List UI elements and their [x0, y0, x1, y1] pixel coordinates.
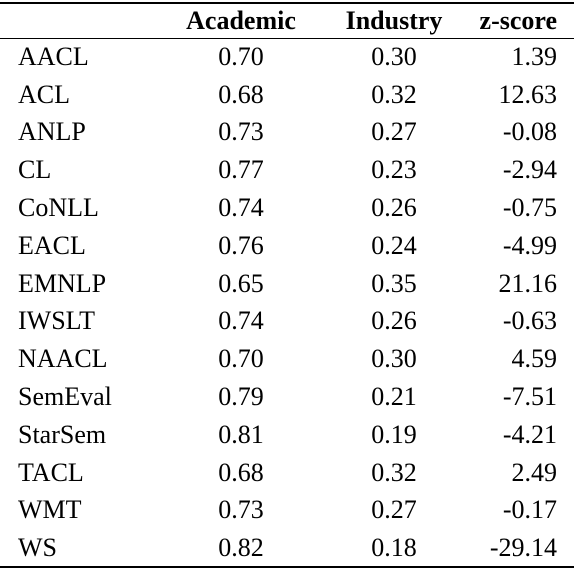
venue-cell: ANLP: [18, 117, 86, 147]
academic-cell: 0.81: [218, 419, 264, 449]
industry-cell: 0.32: [371, 457, 417, 487]
header-zscore: z-score: [474, 2, 574, 39]
academic-cell: 0.70: [218, 42, 264, 72]
academic-cell: 0.77: [218, 155, 264, 185]
zscore-cell: -0.17: [502, 495, 557, 525]
industry-cell: 0.23: [371, 155, 417, 185]
table-row: AACL 0.70 0.30 1.39: [0, 38, 574, 76]
academic-cell: 0.68: [218, 457, 264, 487]
header-row: Academic Industry z-score: [0, 2, 574, 39]
industry-cell: 0.32: [371, 79, 417, 109]
zscore-cell: -2.94: [502, 155, 557, 185]
table-row: CoNLL 0.74 0.26 -0.75: [0, 189, 574, 227]
academic-cell: 0.82: [168, 529, 314, 569]
academic-cell: 0.74: [218, 193, 264, 223]
academic-cell: 0.65: [218, 268, 264, 298]
venue-cell: IWSLT: [18, 306, 96, 336]
zscore-cell: 12.63: [498, 79, 558, 109]
industry-cell: 0.21: [371, 382, 417, 412]
table-row: EMNLP 0.65 0.35 21.16: [0, 265, 574, 303]
zscore-cell: 21.16: [498, 268, 558, 298]
zscore-cell: -29.14: [474, 529, 574, 569]
venue-cell: EACL: [18, 230, 86, 260]
industry-cell: 0.26: [371, 193, 417, 223]
venue-cell: StarSem: [18, 419, 107, 449]
zscore-cell: 1.39: [511, 42, 558, 72]
zscore-cell: 4.59: [511, 344, 558, 374]
academic-cell: 0.70: [218, 344, 264, 374]
table-row: WMT 0.73 0.27 -0.17: [0, 492, 574, 530]
table-row: ANLP 0.73 0.27 -0.08: [0, 114, 574, 152]
venue-cell: CL: [18, 155, 52, 185]
venue-cell: WS: [0, 529, 168, 569]
zscore-cell: -4.21: [502, 419, 557, 449]
venue-cell: CoNLL: [18, 193, 99, 223]
table-row: ACL 0.68 0.32 12.63: [0, 76, 574, 114]
academic-cell: 0.74: [218, 306, 264, 336]
academic-cell: 0.73: [218, 117, 264, 147]
industry-cell: 0.35: [371, 268, 417, 298]
industry-cell: 0.18: [314, 529, 474, 569]
industry-cell: 0.27: [371, 495, 417, 525]
venue-cell: EMNLP: [18, 268, 107, 298]
academic-cell: 0.79: [218, 382, 264, 412]
table-row: SemEval 0.79 0.21 -7.51: [0, 378, 574, 416]
zscore-cell: -0.63: [502, 306, 557, 336]
zscore-cell: -4.99: [502, 230, 557, 260]
table-row: IWSLT 0.74 0.26 -0.63: [0, 303, 574, 341]
table-row: TACL 0.68 0.32 2.49: [0, 454, 574, 492]
academic-cell: 0.76: [218, 230, 264, 260]
venue-cell: SemEval: [18, 382, 112, 412]
table-row: EACL 0.76 0.24 -4.99: [0, 227, 574, 265]
industry-cell: 0.24: [371, 230, 417, 260]
header-academic: Academic: [168, 2, 314, 39]
industry-cell: 0.30: [371, 42, 417, 72]
venue-cell: WMT: [18, 495, 82, 525]
zscore-cell: -7.51: [502, 382, 557, 412]
header-industry: Industry: [314, 2, 474, 39]
zscore-cell: -0.08: [502, 117, 557, 147]
header-venue: [0, 2, 168, 39]
zscore-cell: -0.75: [502, 193, 557, 223]
table-row: CL 0.77 0.23 -2.94: [0, 151, 574, 189]
industry-cell: 0.26: [371, 306, 417, 336]
table-row: WS 0.82 0.18 -29.14: [0, 529, 574, 569]
academic-cell: 0.73: [218, 495, 264, 525]
table-header: Academic Industry z-score: [0, 2, 574, 39]
venue-cell: NAACL: [18, 344, 108, 374]
venue-cell: TACL: [18, 457, 84, 487]
table-row: StarSem 0.81 0.19 -4.21: [0, 416, 574, 454]
table-row: NAACL 0.70 0.30 4.59: [0, 340, 574, 378]
venue-cell: AACL: [18, 42, 89, 72]
venue-cell: ACL: [18, 79, 70, 109]
industry-cell: 0.27: [371, 117, 417, 147]
table-body: AACL 0.70 0.30 1.39 ACL 0.68 0.32 12.63 ANLP 0.73…: [0, 38, 574, 569]
industry-cell: 0.30: [371, 344, 417, 374]
zscore-cell: 2.49: [511, 457, 558, 487]
academic-cell: 0.68: [218, 79, 264, 109]
industry-cell: 0.19: [371, 419, 417, 449]
